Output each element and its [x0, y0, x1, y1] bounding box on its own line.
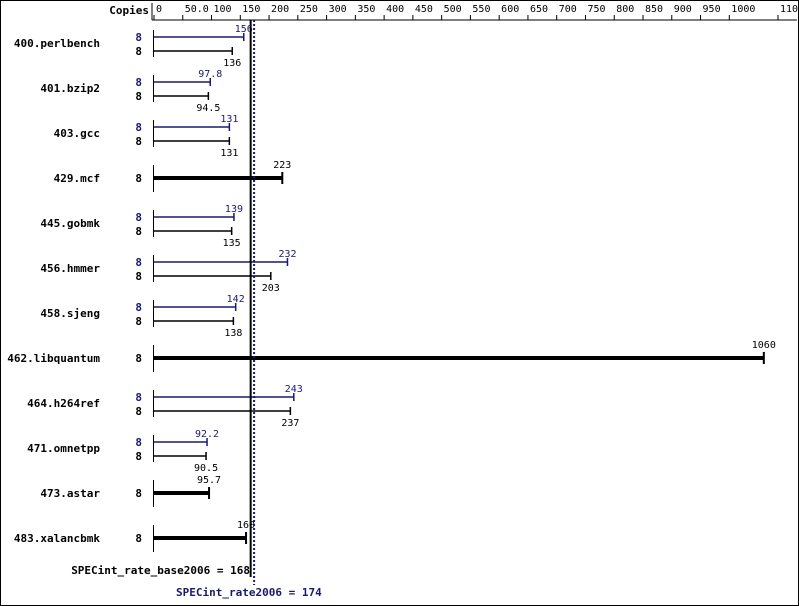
base-mean-label: SPECint_rate_base2006 = 168	[71, 564, 250, 577]
base-copies: 8	[135, 135, 142, 148]
x-tick-label: 450	[415, 4, 433, 15]
x-tick-label: 750	[587, 4, 605, 15]
base-value-label: 138	[224, 328, 242, 339]
x-tick-label: 650	[530, 4, 548, 15]
peak-copies: 8	[135, 256, 142, 269]
base-copies: 8	[135, 172, 142, 185]
x-tick-label: 350	[357, 4, 375, 15]
benchmark-label: 462.libquantum	[7, 352, 100, 365]
benchmark-label: 400.perlbench	[14, 37, 100, 50]
base-value-label: 203	[262, 283, 280, 294]
x-tick-label: 400	[386, 4, 404, 15]
base-value-label: 131	[220, 148, 238, 159]
peak-copies: 8	[135, 391, 142, 404]
x-tick-label: 200	[271, 4, 289, 15]
peak-value-label: 156	[235, 24, 253, 35]
x-tick-label: 1100	[780, 4, 799, 15]
benchmark-label: 471.omnetpp	[27, 442, 100, 455]
copies-header: Copies	[109, 4, 149, 17]
x-tick-label: 0	[156, 4, 162, 15]
x-tick-label: 500	[444, 4, 462, 15]
benchmark-label: 483.xalancbmk	[14, 532, 100, 545]
base-value-label: 1060	[752, 340, 776, 351]
base-copies: 8	[135, 90, 142, 103]
benchmark-label: 445.gobmk	[40, 217, 100, 230]
peak-value-label: 97.8	[198, 69, 222, 80]
x-tick-label: 100	[214, 4, 232, 15]
x-tick-label: 50.0	[185, 4, 209, 15]
base-value-label: 95.7	[197, 475, 221, 486]
benchmark-label: 458.sjeng	[40, 307, 100, 320]
base-value-label: 223	[273, 160, 291, 171]
base-copies: 8	[135, 315, 142, 328]
peak-copies: 8	[135, 31, 142, 44]
x-tick-label: 250	[300, 4, 318, 15]
peak-value-label: 142	[227, 294, 245, 305]
peak-copies: 8	[135, 121, 142, 134]
base-value-label: 90.5	[194, 463, 218, 474]
benchmark-label: 464.h264ref	[27, 397, 100, 410]
x-tick-label: 950	[703, 4, 721, 15]
peak-value-label: 243	[285, 384, 303, 395]
x-tick-label: 150	[242, 4, 260, 15]
benchmark-label: 456.hmmer	[40, 262, 100, 275]
peak-copies: 8	[135, 436, 142, 449]
x-tick-label: 700	[559, 4, 577, 15]
benchmark-label: 403.gcc	[54, 127, 100, 140]
base-copies: 8	[135, 352, 142, 365]
peak-copies: 8	[135, 211, 142, 224]
x-tick-label: 850	[645, 4, 663, 15]
base-value-label: 237	[281, 418, 299, 429]
base-copies: 8	[135, 487, 142, 500]
base-value-label: 160	[237, 520, 255, 531]
peak-value-label: 131	[220, 114, 238, 125]
base-copies: 8	[135, 450, 142, 463]
peak-value-label: 139	[225, 204, 243, 215]
base-copies: 8	[135, 270, 142, 283]
base-copies: 8	[135, 45, 142, 58]
benchmark-label: 429.mcf	[54, 172, 100, 185]
base-value-label: 135	[223, 238, 241, 249]
x-tick-label: 600	[501, 4, 519, 15]
peak-value-label: 232	[278, 249, 296, 260]
benchmark-label: 473.astar	[40, 487, 100, 500]
base-copies: 8	[135, 532, 142, 545]
base-copies: 8	[135, 225, 142, 238]
peak-copies: 8	[135, 76, 142, 89]
x-tick-label: 900	[674, 4, 692, 15]
benchmark-label: 401.bzip2	[40, 82, 100, 95]
peak-value-label: 92.2	[195, 429, 219, 440]
base-value-label: 94.5	[196, 103, 220, 114]
x-tick-label: 800	[616, 4, 634, 15]
peak-mean-label: SPECint_rate2006 = 174	[176, 586, 322, 599]
x-tick-label: 300	[329, 4, 347, 15]
base-value-label: 136	[223, 58, 241, 69]
peak-copies: 8	[135, 301, 142, 314]
x-tick-label: 550	[472, 4, 490, 15]
x-tick-label: 1000	[731, 4, 755, 15]
base-copies: 8	[135, 405, 142, 418]
